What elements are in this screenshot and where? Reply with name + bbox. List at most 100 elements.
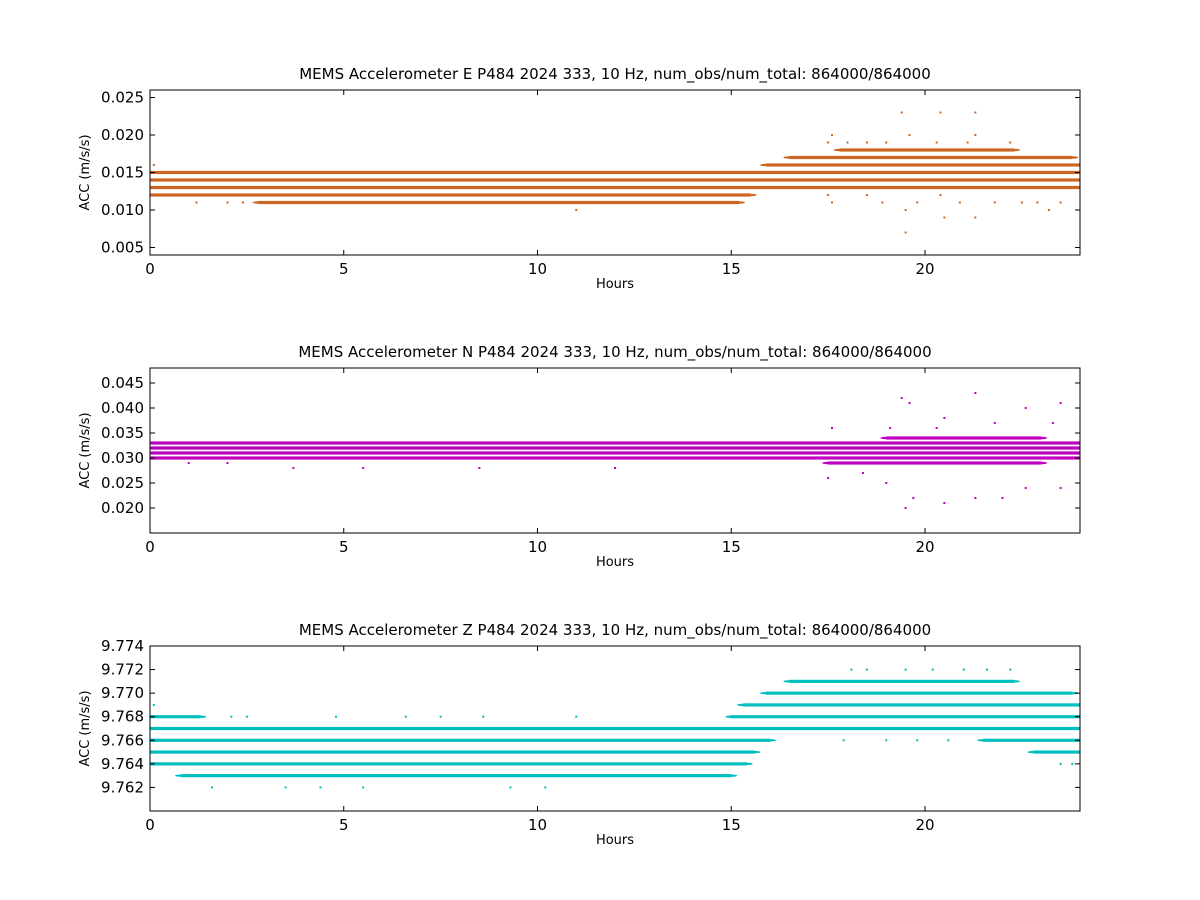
data-point	[226, 462, 229, 464]
data-point	[831, 134, 833, 136]
data-band-end	[880, 436, 893, 440]
data-band-end	[1074, 703, 1080, 707]
data-point	[1009, 668, 1012, 671]
data-band-end	[252, 201, 265, 204]
data-point	[323, 442, 326, 444]
x-axis-label: Hours	[596, 277, 634, 292]
data-point	[544, 786, 547, 789]
data-band	[150, 178, 1080, 182]
x-tick-label: 20	[915, 538, 934, 556]
data-point	[974, 134, 977, 136]
data-point	[865, 141, 868, 144]
chart-panel-1: 0 5 10 15 20 0.020 0.025 0.030 0.035 0.040 0.045 ME…	[78, 343, 1081, 570]
data-band-end	[822, 461, 835, 465]
data-band-end	[733, 201, 745, 204]
x-tick-label: 15	[722, 816, 741, 834]
data-point	[1059, 201, 1062, 204]
data-band	[839, 148, 1015, 152]
data-band	[789, 155, 1073, 160]
data-band-end	[1074, 446, 1080, 450]
data-point	[1024, 487, 1027, 489]
x-tick-label: 0	[145, 260, 155, 278]
data-point	[1051, 422, 1054, 424]
y-tick-label: 9.770	[101, 684, 144, 702]
y-tick-label: 9.762	[101, 778, 144, 796]
data-point	[195, 201, 198, 204]
data-point	[865, 668, 868, 671]
data-point	[939, 111, 942, 114]
data-point	[1059, 762, 1062, 765]
data-band	[150, 451, 1080, 455]
y-tick-label: 0.030	[101, 449, 144, 467]
y-tick-label: 0.020	[101, 126, 144, 144]
data-point	[1036, 201, 1039, 204]
data-point	[548, 442, 551, 444]
data-band-end	[764, 739, 776, 742]
data-point	[1020, 201, 1023, 204]
data-band	[731, 715, 1080, 719]
data-point	[885, 482, 888, 484]
data-band-end	[175, 774, 187, 777]
data-point	[211, 786, 213, 789]
data-band	[789, 679, 1015, 683]
data-band-end	[150, 441, 156, 445]
data-band-end	[150, 446, 156, 450]
plot-area	[150, 111, 1080, 234]
data-point	[904, 507, 907, 509]
data-point	[916, 201, 919, 204]
data-point	[900, 397, 903, 399]
x-tick-label: 0	[145, 538, 155, 556]
data-band-end	[783, 680, 796, 683]
y-axis-label: ACC (m/s/s)	[78, 134, 93, 210]
x-tick-label: 10	[528, 260, 547, 278]
data-point	[993, 201, 996, 204]
data-point	[974, 111, 977, 114]
x-axis-label: Hours	[596, 833, 634, 848]
data-point	[947, 739, 950, 742]
data-band-end	[833, 148, 846, 152]
y-axis-label: ACC (m/s/s)	[78, 690, 93, 766]
data-point	[614, 467, 616, 469]
chart-title: MEMS Accelerometer N P484 2024 333, 10 H…	[298, 343, 931, 362]
data-point	[889, 427, 892, 429]
data-point	[935, 427, 938, 429]
data-point	[943, 216, 946, 219]
data-band-end	[748, 750, 761, 754]
data-point	[292, 467, 295, 469]
data-band	[150, 185, 1080, 190]
data-band	[828, 461, 1042, 465]
data-point	[974, 497, 977, 499]
data-point	[885, 739, 888, 742]
data-band	[150, 441, 1080, 445]
data-point	[749, 442, 752, 444]
data-band-end	[1035, 436, 1048, 440]
data-point	[827, 141, 830, 144]
data-band-end	[194, 715, 207, 718]
y-tick-label: 0.025	[101, 474, 144, 492]
y-tick-label: 0.015	[101, 164, 144, 182]
data-band	[181, 774, 732, 778]
data-point	[958, 201, 961, 204]
y-tick-label: 0.040	[101, 399, 144, 417]
data-point	[439, 715, 442, 718]
data-point	[974, 216, 977, 219]
data-point	[862, 472, 864, 474]
data-band-end	[783, 156, 796, 159]
data-band	[150, 715, 201, 719]
data-point	[850, 668, 853, 671]
data-band	[258, 200, 739, 205]
data-band	[766, 163, 1080, 167]
data-point	[245, 715, 248, 718]
data-band-end	[1066, 156, 1079, 159]
data-point	[152, 703, 155, 706]
data-band-end	[1008, 680, 1021, 683]
y-tick-label: 0.010	[101, 201, 144, 219]
x-tick-label: 10	[528, 816, 547, 834]
data-band	[150, 170, 1080, 175]
data-point	[242, 201, 244, 204]
data-point	[908, 402, 911, 404]
data-point	[420, 442, 423, 444]
y-tick-label: 0.020	[101, 499, 144, 517]
y-tick-label: 9.764	[101, 755, 144, 773]
data-band-end	[1008, 148, 1021, 152]
